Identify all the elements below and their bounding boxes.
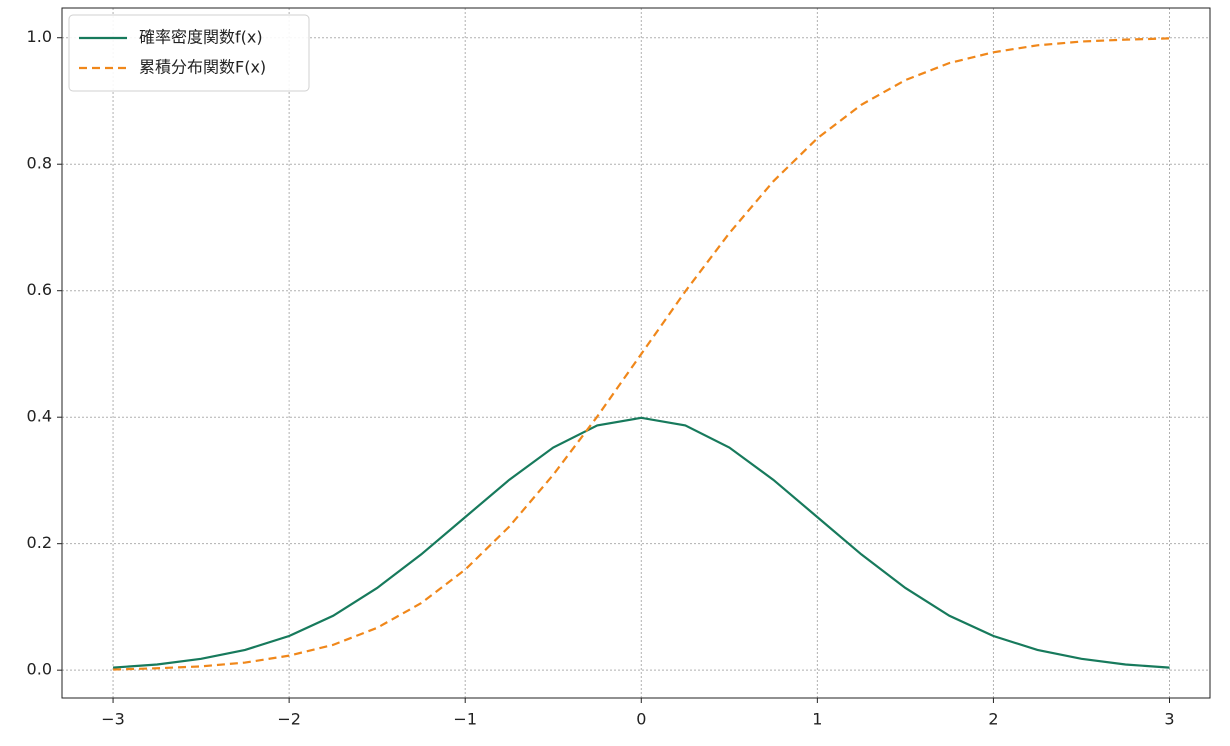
x-tick-label: −2: [277, 710, 301, 729]
plot-frame: [61, 7, 1211, 699]
legend-box: [68, 14, 310, 92]
y-tick-label: 0.4: [27, 407, 52, 426]
series-line: [112, 416, 1170, 669]
y-tick-label: 1.0: [27, 27, 52, 46]
y-tick-label: 0.2: [27, 533, 52, 552]
x-tick-label: 2: [988, 710, 998, 729]
x-tick-label: 0: [636, 710, 646, 729]
legend-label: 累積分布関数F(x): [139, 58, 266, 77]
x-tick-label: 1: [812, 710, 822, 729]
x-tick-label: −3: [101, 710, 125, 729]
x-tick-label: −1: [453, 710, 477, 729]
y-tick-label: 0.6: [27, 280, 52, 299]
y-tick-label: 0.8: [27, 154, 52, 173]
x-tick-label: 3: [1164, 710, 1174, 729]
series-line: [113, 37, 1170, 671]
y-tick-label: 0.0: [27, 660, 52, 679]
legend: 確率密度関数f(x) 累積分布関数F(x): [68, 14, 310, 92]
legend-label: 確率密度関数f(x): [139, 28, 263, 47]
